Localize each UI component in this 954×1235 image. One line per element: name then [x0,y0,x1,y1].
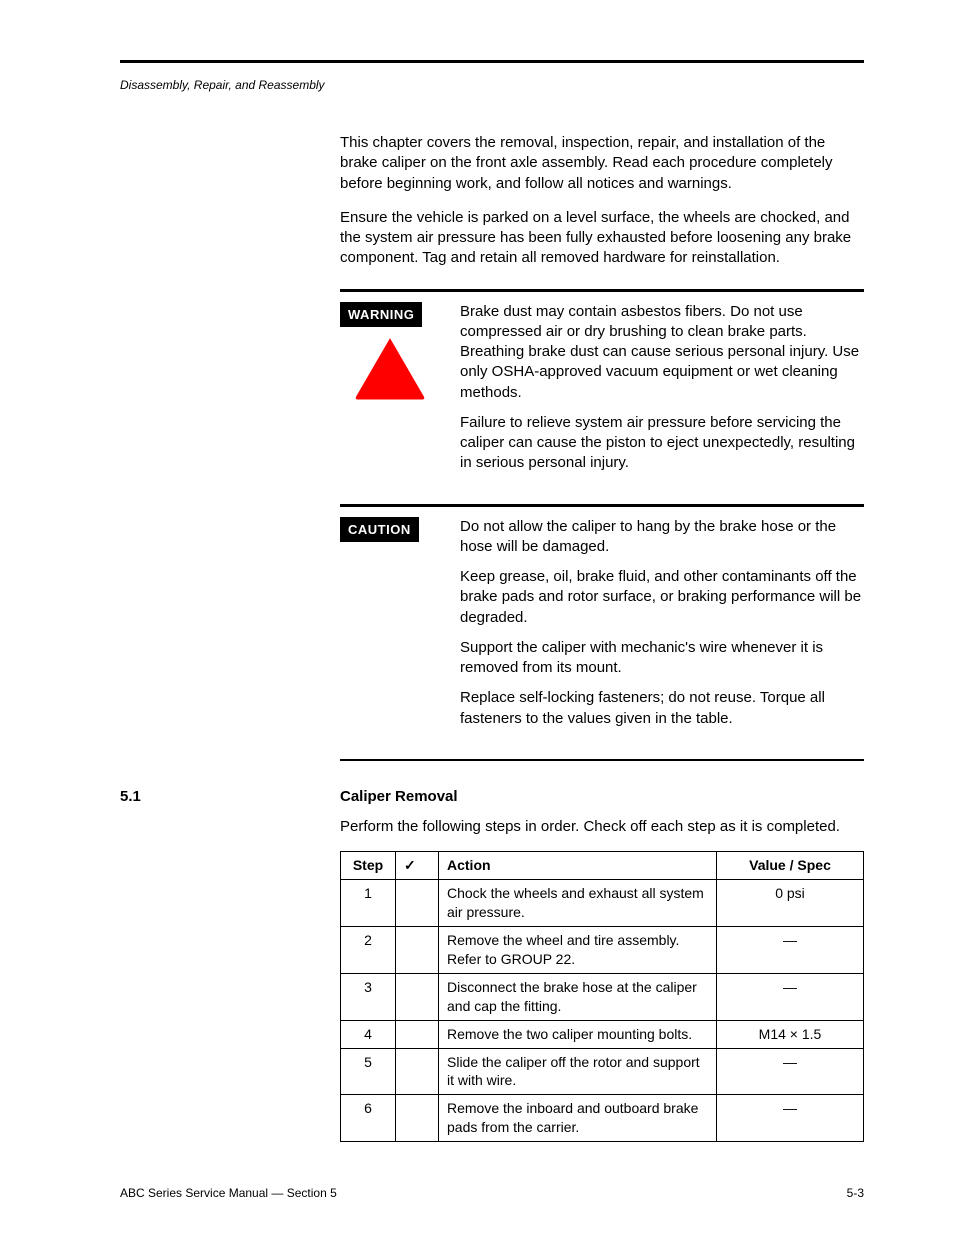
section-title: Caliper Removal [340,787,864,807]
table-row: 3 Disconnect the brake hose at the calip… [341,973,864,1020]
cell-value: — [717,1095,864,1142]
section-number: 5.1 [120,787,340,807]
cell-step: 1 [341,880,396,927]
cell-step: 2 [341,927,396,974]
th-check: ✓ [396,852,439,880]
table-head-row: Step ✓ Action Value / Spec [341,852,864,880]
cell-check[interactable] [396,1095,439,1142]
cell-step: 4 [341,1020,396,1048]
table-row: 6 Remove the inboard and outboard brake … [341,1095,864,1142]
cell-value: — [717,927,864,974]
cell-value: — [717,1048,864,1095]
cell-step: 3 [341,973,396,1020]
cell-value: — [717,973,864,1020]
warning-label: WARNING [340,302,422,328]
page-footer: ABC Series Service Manual — Section 5 5-… [120,1185,864,1201]
caution-block: CAUTION Do not allow the caliper to hang… [340,504,864,761]
warning-block: WARNING Brake dust may contain asbestos … [340,289,864,484]
footer-right: 5-3 [847,1185,864,1201]
table-row: 1 Chock the wheels and exhaust all syste… [341,880,864,927]
caution-line-2: Keep grease, oil, brake fluid, and other… [460,567,864,628]
cell-action: Remove the inboard and outboard brake pa… [439,1095,717,1142]
cell-action: Remove the two caliper mounting bolts. [439,1020,717,1048]
section-heading: 5.1 Caliper Removal [120,787,864,807]
th-action: Action [439,852,717,880]
table-row: 5 Slide the caliper off the rotor and su… [341,1048,864,1095]
cell-check[interactable] [396,880,439,927]
cell-value: 0 psi [717,880,864,927]
cell-check[interactable] [396,973,439,1020]
warning-text-1: Brake dust may contain asbestos fibers. … [460,302,864,403]
warning-text-2: Failure to relieve system air pressure b… [460,413,864,474]
triangle-path [356,338,425,399]
cell-check[interactable] [396,1020,439,1048]
cell-action: Remove the wheel and tire assembly. Refe… [439,927,717,974]
cell-step: 6 [341,1095,396,1142]
table-row: 4 Remove the two caliper mounting bolts.… [341,1020,864,1048]
procedure-table: Step ✓ Action Value / Spec 1 Chock the w… [340,851,864,1142]
cell-step: 5 [341,1048,396,1095]
footer-left: ABC Series Service Manual — Section 5 [120,1185,337,1201]
caution-line-4: Replace self-locking fasteners; do not r… [460,688,864,729]
warning-triangle-icon [350,335,430,401]
cell-check[interactable] [396,927,439,974]
cell-action: Slide the caliper off the rotor and supp… [439,1048,717,1095]
th-step: Step [341,852,396,880]
table-intro: Perform the following steps in order. Ch… [340,817,864,837]
caution-label: CAUTION [340,517,419,543]
th-value: Value / Spec [717,852,864,880]
table-row: 2 Remove the wheel and tire assembly. Re… [341,927,864,974]
top-rule [120,60,864,63]
cell-action: Chock the wheels and exhaust all system … [439,880,717,927]
cell-check[interactable] [396,1048,439,1095]
cell-action: Disconnect the brake hose at the caliper… [439,973,717,1020]
intro-para-1: This chapter covers the removal, inspect… [340,133,864,194]
caution-line-1: Do not allow the caliper to hang by the … [460,517,864,558]
running-head: Disassembly, Repair, and Reassembly [120,77,864,93]
cell-value: M14 × 1.5 [717,1020,864,1048]
intro-para-2: Ensure the vehicle is parked on a level … [340,208,864,269]
caution-line-3: Support the caliper with mechanic's wire… [460,638,864,679]
